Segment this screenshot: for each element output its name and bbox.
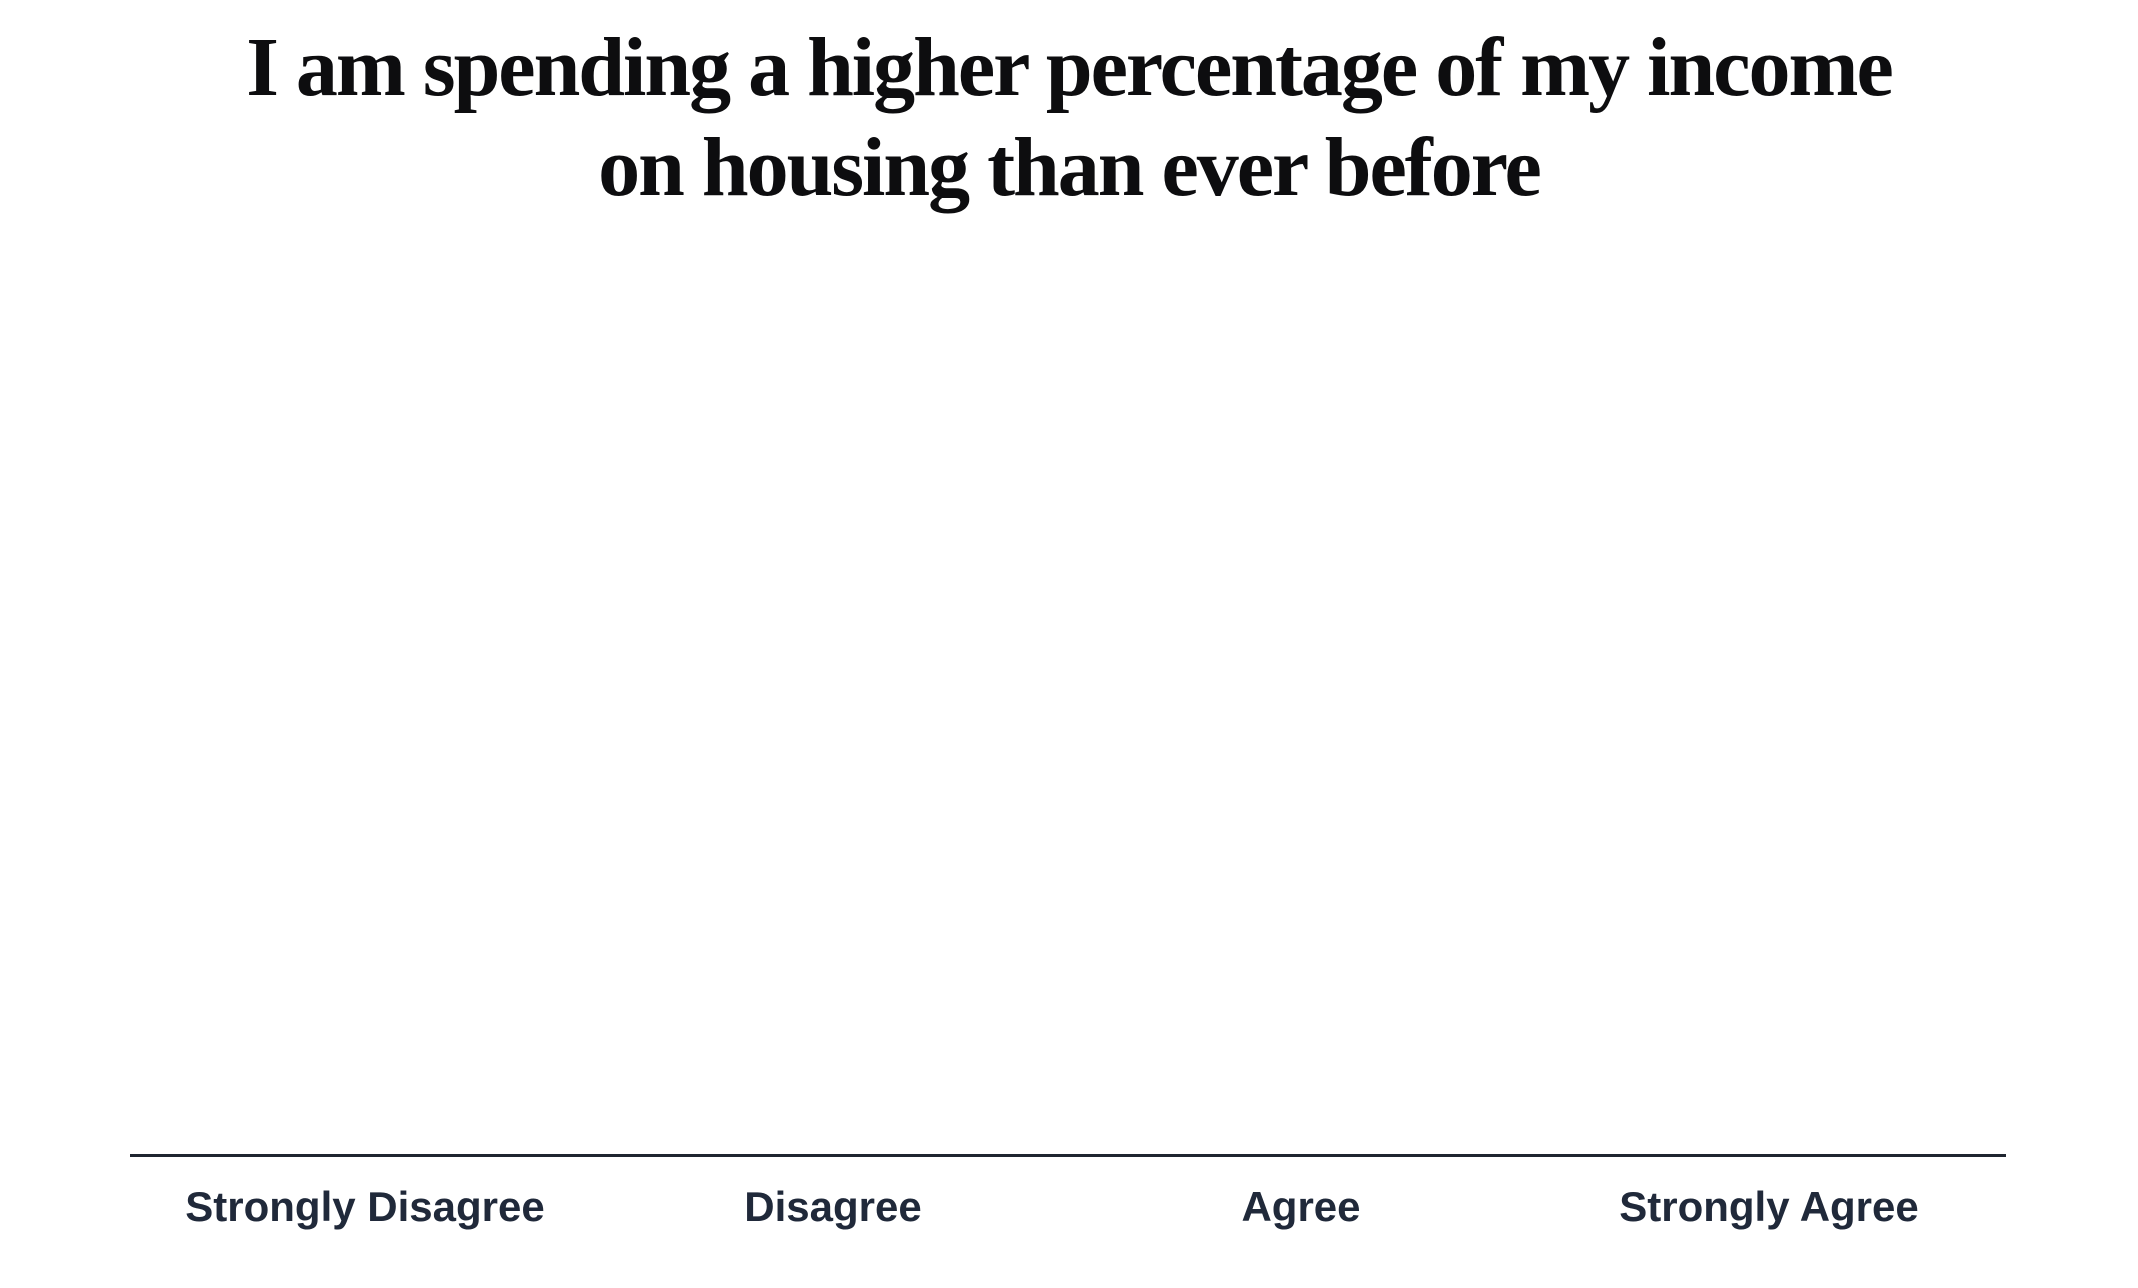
category-label: Agree [1241,1183,1361,1230]
x-axis-line [130,1154,2006,1157]
category-label: Disagree [744,1183,922,1230]
category-label: Strongly Agree [1619,1183,1919,1230]
category-label: Strongly Disagree [185,1183,545,1230]
chart-title: I am spending a higher percentage of my … [246,21,1894,214]
